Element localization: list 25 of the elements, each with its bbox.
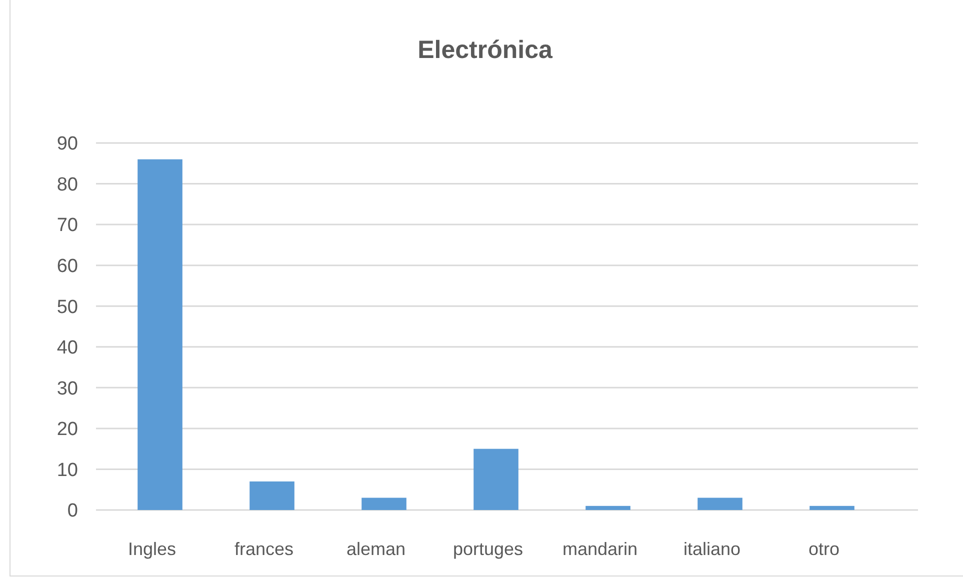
x-tick-label: portuges (452, 539, 524, 559)
x-tick-label: italiano (683, 539, 741, 559)
bar (138, 159, 182, 510)
y-tick-label: 40 (56, 338, 78, 359)
x-tick-label: otro (808, 539, 840, 559)
y-tick-label: 30 (56, 378, 78, 400)
y-tick-label: 20 (56, 419, 78, 440)
x-tick-label: Ingles (128, 539, 176, 559)
y-tick-label: 50 (56, 296, 78, 318)
y-tick-label: 0 (67, 500, 78, 522)
y-tick-label: 60 (56, 256, 78, 277)
x-tick-label: mandarin (562, 539, 638, 559)
y-tick-label: 90 (56, 134, 78, 155)
bar (698, 498, 742, 510)
chart-title: Electrónica (418, 36, 554, 64)
x-tick-label: frances (234, 539, 294, 559)
y-tick-label: 70 (56, 215, 78, 236)
bar (810, 506, 854, 510)
bar (250, 481, 294, 510)
x-tick-label: aleman (346, 539, 406, 559)
y-tick-label: 10 (56, 460, 78, 481)
bar (474, 448, 518, 510)
y-tick-label: 80 (56, 174, 78, 196)
bar (362, 498, 406, 510)
bar (586, 506, 630, 510)
